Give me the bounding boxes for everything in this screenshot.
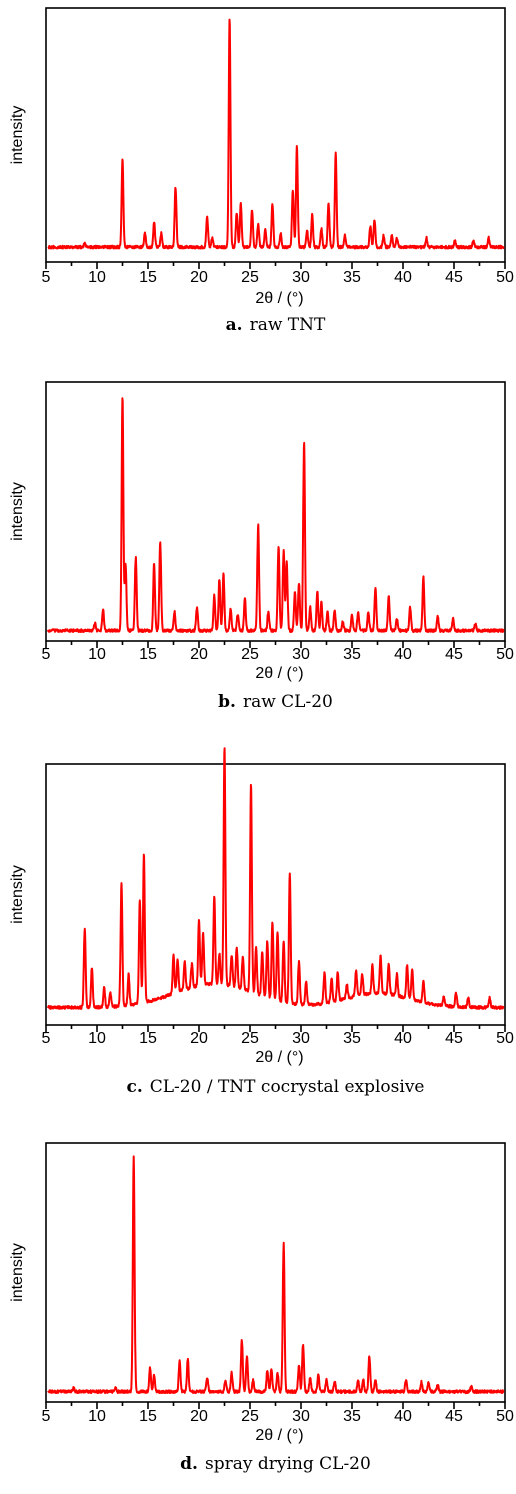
x-tick-label: 45	[445, 1030, 463, 1047]
x-tick-label: 10	[88, 646, 106, 663]
caption-letter: d.	[180, 1454, 198, 1474]
y-axis-label: intensity	[9, 1243, 26, 1302]
x-axis-label: 2θ / (°)	[255, 290, 303, 307]
plot-frame	[45, 381, 506, 642]
y-axis-label: intensity	[9, 482, 26, 541]
x-tick-label: 30	[292, 1030, 310, 1047]
caption-text: spray drying CL-20	[205, 1454, 371, 1474]
x-tick-label: 45	[445, 269, 463, 286]
x-tick-label: 20	[190, 269, 208, 286]
xrd-pattern-line	[47, 1155, 505, 1395]
x-tick-label: 20	[190, 1030, 208, 1047]
chart-panel-2: 5 10 15 20 25 30 35 40 45 50 2θ / (°) intensity b. ra…	[9, 381, 514, 712]
x-tick-label: 35	[343, 1408, 361, 1425]
x-tick-label: 40	[394, 1030, 412, 1047]
x-tick-label: 15	[139, 1408, 157, 1425]
panel-caption: d. spray drying CL-20	[180, 1454, 371, 1474]
plot-frame	[45, 7, 506, 263]
x-tick-label: 25	[241, 1030, 259, 1047]
caption-letter: c.	[126, 1077, 142, 1097]
x-axis-label: 2θ / (°)	[255, 1049, 303, 1066]
plot-frame	[45, 1142, 506, 1403]
x-tick-label: 50	[496, 646, 514, 663]
x-tick-label: 40	[394, 269, 412, 286]
caption-letter: a.	[226, 315, 243, 335]
x-tick-label: 25	[241, 646, 259, 663]
y-axis-label: intensity	[9, 865, 26, 924]
xrd-pattern-line	[47, 18, 505, 250]
panel-caption: c. CL-20 / TNT cocrystal explosive	[126, 1077, 424, 1097]
x-tick-label: 50	[496, 1408, 514, 1425]
x-tick-label: 40	[394, 1408, 412, 1425]
x-tick-label: 5	[42, 646, 51, 663]
y-axis-label: intensity	[9, 106, 26, 165]
x-tick-label: 10	[88, 269, 106, 286]
x-axis-label: 2θ / (°)	[255, 665, 303, 682]
chart-panel-4: 5 10 15 20 25 30 35 40 45 50 2θ / (°) intensity d. sp…	[9, 1142, 514, 1474]
x-tick-label: 25	[241, 269, 259, 286]
x-tick-label: 45	[445, 1408, 463, 1425]
x-tick-label: 20	[190, 1408, 208, 1425]
x-tick-label: 35	[343, 269, 361, 286]
x-tick-label: 30	[292, 269, 310, 286]
x-tick-label: 25	[241, 1408, 259, 1425]
panel-caption: a. raw TNT	[226, 315, 326, 335]
x-axis-label: 2θ / (°)	[255, 1427, 303, 1444]
x-tick-label: 50	[496, 269, 514, 286]
x-tick-label: 10	[88, 1030, 106, 1047]
x-tick-label: 50	[496, 1030, 514, 1047]
x-tick-label: 45	[445, 646, 463, 663]
x-tick-label: 35	[343, 1030, 361, 1047]
caption-text: raw TNT	[250, 315, 326, 335]
x-tick-label: 30	[292, 646, 310, 663]
x-tick-label: 35	[343, 646, 361, 663]
caption-text: CL-20 / TNT cocrystal explosive	[150, 1077, 425, 1097]
chart-panel-3: 5 10 15 20 25 30 35 40 45 50 2θ / (°) intensity c. CL…	[9, 747, 514, 1097]
x-tick-label: 5	[42, 269, 51, 286]
x-tick-label: 30	[292, 1408, 310, 1425]
x-tick-label: 5	[42, 1408, 51, 1425]
panel-caption: b. raw CL-20	[218, 692, 333, 712]
x-tick-label: 20	[190, 646, 208, 663]
x-tick-label: 10	[88, 1408, 106, 1425]
x-tick-label: 15	[139, 646, 157, 663]
x-tick-label: 40	[394, 646, 412, 663]
x-tick-label: 5	[42, 1030, 51, 1047]
caption-text: raw CL-20	[243, 692, 333, 712]
xrd-pattern-line	[47, 397, 505, 633]
xrd-pattern-line	[47, 747, 505, 1010]
x-tick-label: 15	[139, 269, 157, 286]
caption-letter: b.	[218, 692, 236, 712]
x-tick-label: 15	[139, 1030, 157, 1047]
chart-panel-1: 5 10 15 20 25 30 35 40 45 50 2θ / (°) intensity a. ra…	[9, 7, 514, 335]
